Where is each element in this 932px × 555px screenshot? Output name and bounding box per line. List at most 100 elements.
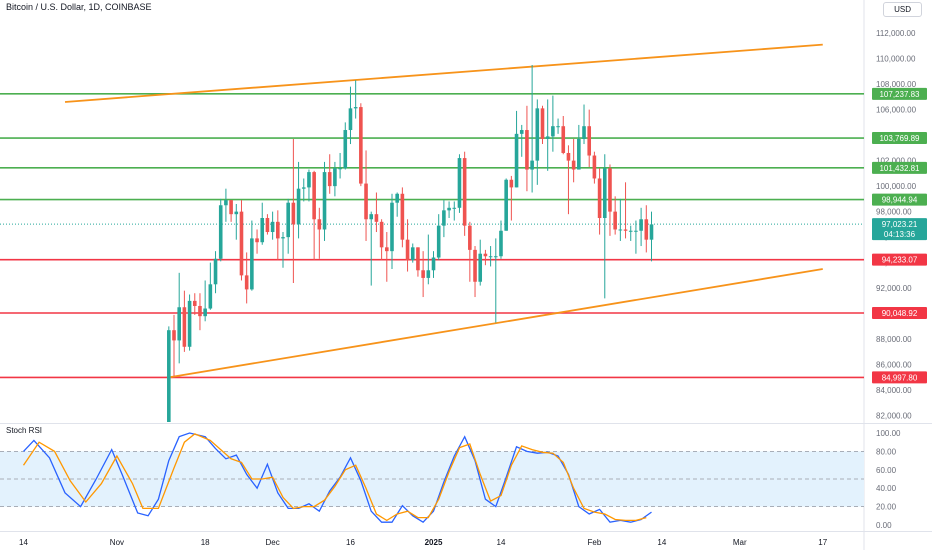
candle-body	[250, 238, 254, 290]
candle-body	[468, 225, 472, 250]
candle-body	[551, 126, 555, 137]
candle-body	[519, 130, 524, 134]
candle-body	[390, 202, 394, 252]
candle-body	[301, 187, 306, 189]
candle-body	[582, 126, 586, 139]
candle-body	[545, 136, 550, 139]
candle-body	[535, 108, 540, 161]
candle-body	[587, 126, 592, 156]
candle-body	[410, 247, 415, 261]
candle-body	[198, 305, 202, 317]
candle-body	[644, 219, 649, 240]
price-tick-label: 100,000.00	[876, 182, 917, 191]
candle-body	[374, 214, 379, 222]
support-level-badge	[872, 253, 927, 266]
candle-body	[649, 224, 654, 240]
candle-body	[462, 158, 467, 226]
support-level-label: 90,048.92	[882, 309, 918, 318]
resistance-level-badge	[872, 161, 927, 174]
candle-body	[571, 160, 576, 170]
price-tick-label: 98,000.00	[876, 208, 912, 217]
support-level-badge	[872, 307, 927, 320]
price-tick-label: 84,000.00	[876, 386, 912, 395]
candle-body	[353, 107, 358, 109]
candle-body	[540, 108, 545, 139]
currency-button[interactable]: USD	[883, 2, 922, 17]
candle-body	[364, 183, 368, 220]
candle-body	[602, 168, 607, 218]
candle-body	[208, 284, 213, 309]
resistance-level-label: 98,944.94	[882, 196, 918, 205]
time-tick-label: 14	[19, 538, 28, 547]
candle-body	[405, 239, 410, 261]
candle-body	[556, 126, 560, 128]
time-tick-label: Dec	[266, 538, 280, 547]
stoch-tick-label: 0.00	[876, 521, 892, 530]
candle-body	[322, 172, 327, 230]
time-tick-label: Feb	[588, 538, 602, 547]
candle-body	[421, 270, 425, 278]
symbol-title: Bitcoin / U.S. Dollar, 1D, COINBASE	[6, 2, 152, 12]
candle-body	[457, 158, 462, 208]
price-tick-label: 110,000.00	[876, 55, 916, 64]
candle-body	[192, 300, 197, 306]
last-price-label: 97,023.21	[882, 220, 918, 229]
candle-body	[395, 193, 399, 203]
stoch-title: Stoch RSI	[6, 426, 42, 435]
trendline	[168, 268, 823, 379]
time-tick-label: Nov	[110, 538, 124, 547]
candle-body	[286, 202, 290, 238]
candle-body	[442, 210, 446, 226]
candle-body	[592, 155, 597, 179]
candle-body	[634, 230, 638, 232]
resistance-level-badge	[872, 193, 927, 206]
candle-body	[416, 247, 420, 271]
candle-body	[452, 207, 457, 209]
support-level-label: 94,233.07	[882, 256, 918, 265]
stoch-tick-label: 20.00	[876, 503, 897, 512]
candle-body	[182, 307, 187, 347]
candle-body	[483, 253, 488, 257]
candle-body	[608, 168, 612, 212]
candle-body	[431, 257, 436, 271]
candle-body	[270, 221, 275, 233]
candle-body	[244, 275, 249, 290]
candle-body	[504, 179, 508, 231]
candle-body	[400, 193, 405, 240]
candle-body	[509, 179, 514, 188]
support-level-badge	[872, 371, 927, 384]
candle-body	[566, 152, 571, 161]
stoch-k-line	[23, 432, 652, 524]
price-tick-label: 88,000.00	[876, 335, 912, 344]
candle-body	[167, 330, 171, 422]
stoch-d-line	[22, 433, 647, 522]
candle-body	[177, 307, 181, 341]
candle-body	[312, 172, 316, 220]
candle-body	[338, 168, 342, 170]
candle-body	[628, 230, 633, 232]
candle-body	[499, 230, 503, 257]
trendline	[64, 43, 823, 103]
candle-body	[348, 108, 353, 131]
price-plot	[0, 43, 864, 441]
price-tick-label: 86,000.00	[876, 361, 912, 370]
stoch-tick-label: 80.00	[876, 447, 897, 456]
candle-body	[234, 211, 239, 215]
resistance-level-label: 103,769.89	[879, 134, 920, 143]
resistance-level-badge	[872, 87, 927, 100]
candle-body	[385, 247, 389, 252]
candle-body	[229, 200, 233, 215]
candle-body	[577, 138, 581, 170]
resistance-level-badge	[872, 132, 927, 145]
candle-body	[162, 426, 166, 441]
price-tick-label: 108,000.00	[876, 80, 917, 89]
candle-body	[218, 205, 223, 259]
candle-body	[613, 211, 617, 230]
candle-body	[597, 178, 602, 218]
candle-body	[203, 308, 207, 317]
candle-body	[379, 221, 384, 248]
candle-body	[224, 200, 228, 206]
stoch-plot	[0, 432, 864, 524]
